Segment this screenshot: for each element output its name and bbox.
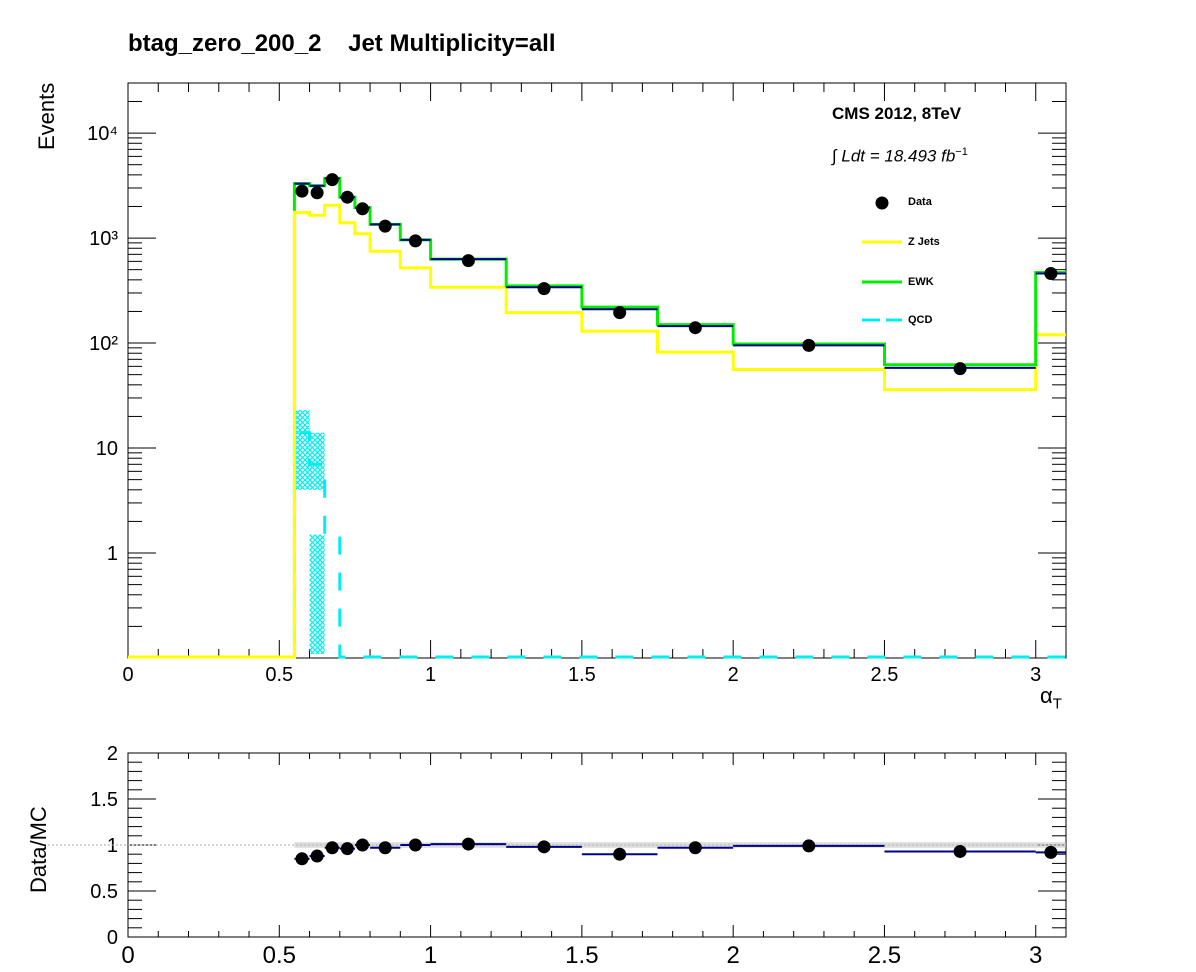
data-point [537, 282, 551, 296]
y-tick-label: 10³ [89, 228, 118, 250]
data-point [1044, 266, 1058, 280]
data-point [953, 362, 967, 376]
x-tick-label: 2.5 [871, 664, 899, 686]
lower-y-axis-label: Data/MC [26, 806, 51, 893]
y-tick-label: 10² [89, 333, 118, 355]
ratio-x-tick-label: 0.5 [263, 942, 296, 969]
ratio-x-tick-label: 1.5 [565, 942, 598, 969]
legend-label-data: Data [908, 196, 932, 208]
ratio-y-tick-label: 1.5 [90, 789, 118, 811]
y-tick-label: 10⁴ [87, 123, 118, 145]
x-tick-label: 1 [425, 664, 436, 686]
ratio-point [340, 842, 354, 856]
ratio-y-tick-label: 1 [107, 835, 118, 857]
ratio-point [378, 841, 392, 855]
ratio-point [356, 838, 369, 852]
ewk-line [292, 176, 1066, 367]
legend [862, 196, 902, 322]
legend-label-zjets: Z Jets [908, 236, 940, 248]
data-point [310, 186, 324, 200]
legend-label-qcd: QCD [908, 314, 933, 326]
ratio-y-tick-label: 2 [107, 743, 118, 765]
zjets-line [128, 203, 1066, 659]
data-point [688, 321, 702, 335]
ratio-point [295, 852, 309, 866]
y-tick-label: 10 [96, 438, 118, 460]
data-point [461, 254, 475, 268]
upper-plot: 0 0.5 1 1.5 2 2.5 3 1 10 10² 10³ 10⁴ [87, 82, 1067, 686]
x-axis-label: αT [1040, 683, 1062, 713]
upper-frame [127, 82, 1067, 659]
ratio-point [613, 847, 627, 861]
ratio-point [953, 844, 967, 858]
qcd-line [128, 431, 1066, 659]
data-point [378, 219, 392, 233]
ratio-x-tick-label: 2 [726, 942, 739, 969]
x-tick-label: 1.5 [568, 664, 596, 686]
x-tick-label: 0 [122, 664, 133, 686]
ratio-uncertainty-band [294, 842, 1067, 848]
ratio-point [408, 838, 422, 852]
y-tick-label: 1 [107, 543, 118, 565]
ratio-x-tick-label: 3 [1029, 942, 1042, 969]
luminosity-label: ∫ Ldt = 18.493 fb−1 [832, 146, 968, 166]
data-point [295, 184, 309, 198]
ratio-point [1044, 845, 1058, 859]
ratio-x-tick-label: 2.5 [868, 942, 901, 969]
ratio-plot: 0 0.5 1 1.5 2 2.5 3 0 0.5 1 1.5 2 [40, 743, 1067, 969]
qcd-band-tail [309, 534, 325, 654]
qcd-band [309, 432, 325, 490]
plot-title: btag_zero_200_2 Jet Multiplicity=all [128, 30, 556, 57]
ratio-point [310, 849, 324, 863]
ratio-x-tick-label: 1 [424, 942, 437, 969]
data-point [802, 338, 816, 352]
qcd-band [294, 410, 310, 490]
ratio-point [802, 839, 816, 853]
x-tick-label: 2 [728, 664, 739, 686]
ratio-y-tick-label: 0.5 [90, 881, 118, 903]
ratio-point [537, 840, 551, 854]
cms-label: CMS 2012, 8TeV [832, 104, 962, 123]
data-point [340, 190, 354, 204]
upper-y-axis-label: Events [34, 82, 59, 150]
data-point [408, 234, 422, 248]
ratio-point [461, 837, 475, 851]
ratio-point [325, 841, 339, 855]
data-point [356, 202, 369, 216]
x-tick-label: 3 [1030, 664, 1041, 686]
data-point [325, 173, 339, 187]
ratio-x-tick-label: 0 [121, 942, 134, 969]
legend-label-ewk: EWK [908, 276, 934, 288]
x-tick-label: 0.5 [265, 664, 293, 686]
ratio-point [688, 841, 702, 855]
ratio-y-tick-label: 0 [107, 927, 118, 949]
legend-marker-data [875, 196, 889, 210]
data-point [613, 306, 627, 320]
